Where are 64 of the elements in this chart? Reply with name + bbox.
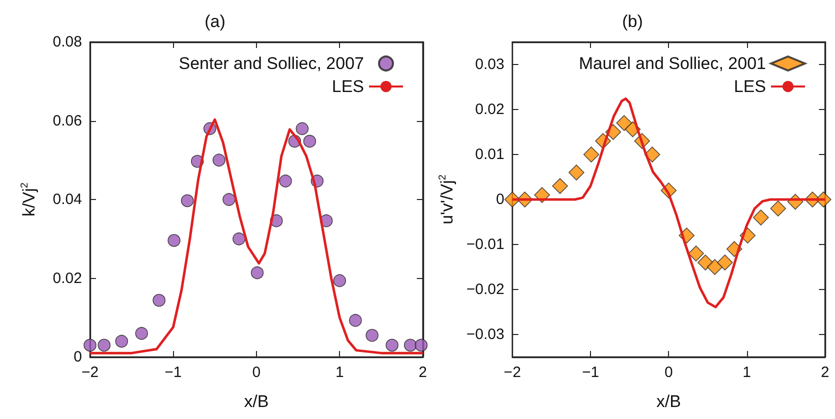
legend-label: Maurel and Solliec, 2001 (578, 54, 766, 73)
line-series (88, 118, 424, 354)
point (84, 338, 96, 352)
point (386, 338, 398, 352)
point (698, 254, 714, 270)
x-tick-label: −1 (164, 364, 182, 381)
y-tick-label: 0.02 (475, 101, 504, 118)
y-tick-label: 0.04 (52, 191, 82, 208)
point (303, 134, 316, 148)
point (212, 154, 226, 167)
y-axis-title: u'v'/Vj2 (438, 174, 456, 224)
point (616, 115, 632, 131)
legend-label: LES (332, 77, 364, 96)
point (706, 259, 723, 275)
x-tick-label: −2 (81, 364, 99, 381)
point (168, 234, 180, 247)
point (296, 122, 309, 136)
x-tick-label: 0 (252, 364, 261, 381)
point (232, 232, 246, 246)
point (333, 274, 346, 288)
y-tick-label: −0.02 (466, 281, 504, 298)
y-tick-label: 0 (496, 191, 504, 208)
point (115, 334, 128, 348)
y-tick-label: 0.08 (52, 34, 82, 50)
point (279, 174, 292, 188)
x-tick-label: 2 (820, 364, 830, 381)
point (222, 193, 236, 206)
y-tick-label: 0.02 (52, 270, 82, 287)
x-tick-label: −1 (582, 364, 600, 381)
point (688, 246, 704, 262)
chart-title: (a) (204, 12, 226, 31)
point (583, 146, 600, 162)
legend-label: Senter and Solliec, 2007 (178, 54, 364, 73)
legend-label: LES (734, 77, 766, 96)
point (414, 338, 428, 352)
point (152, 294, 166, 307)
y-tick-label: 0 (74, 348, 82, 366)
y-tick-label: −0.01 (466, 236, 504, 253)
x-tick-label: 0 (664, 364, 673, 381)
point (98, 338, 111, 352)
y-tick-label: 0.06 (52, 112, 82, 130)
point (644, 146, 660, 162)
point (717, 254, 733, 270)
y-tick-label: 0.03 (475, 56, 504, 73)
point (404, 338, 417, 352)
point (753, 210, 769, 226)
y-axis-title: k/Vj2 (20, 182, 38, 216)
point (552, 178, 568, 194)
x-axis-title: x/B (656, 392, 681, 411)
x-tick-label: 1 (742, 364, 752, 381)
chart-title: (b) (622, 12, 643, 31)
x-axis-title: x/B (244, 392, 269, 411)
point (135, 326, 148, 340)
point (366, 328, 378, 342)
point (349, 314, 362, 327)
point (250, 266, 264, 280)
y-tick-label: −0.03 (466, 326, 504, 343)
x-tick-label: 2 (418, 364, 427, 381)
x-tick-label: −2 (504, 364, 521, 381)
y-tick-label: 0.01 (475, 146, 504, 163)
x-tick-label: 1 (335, 364, 344, 381)
point (568, 164, 584, 180)
point (180, 194, 194, 208)
point (770, 200, 786, 216)
